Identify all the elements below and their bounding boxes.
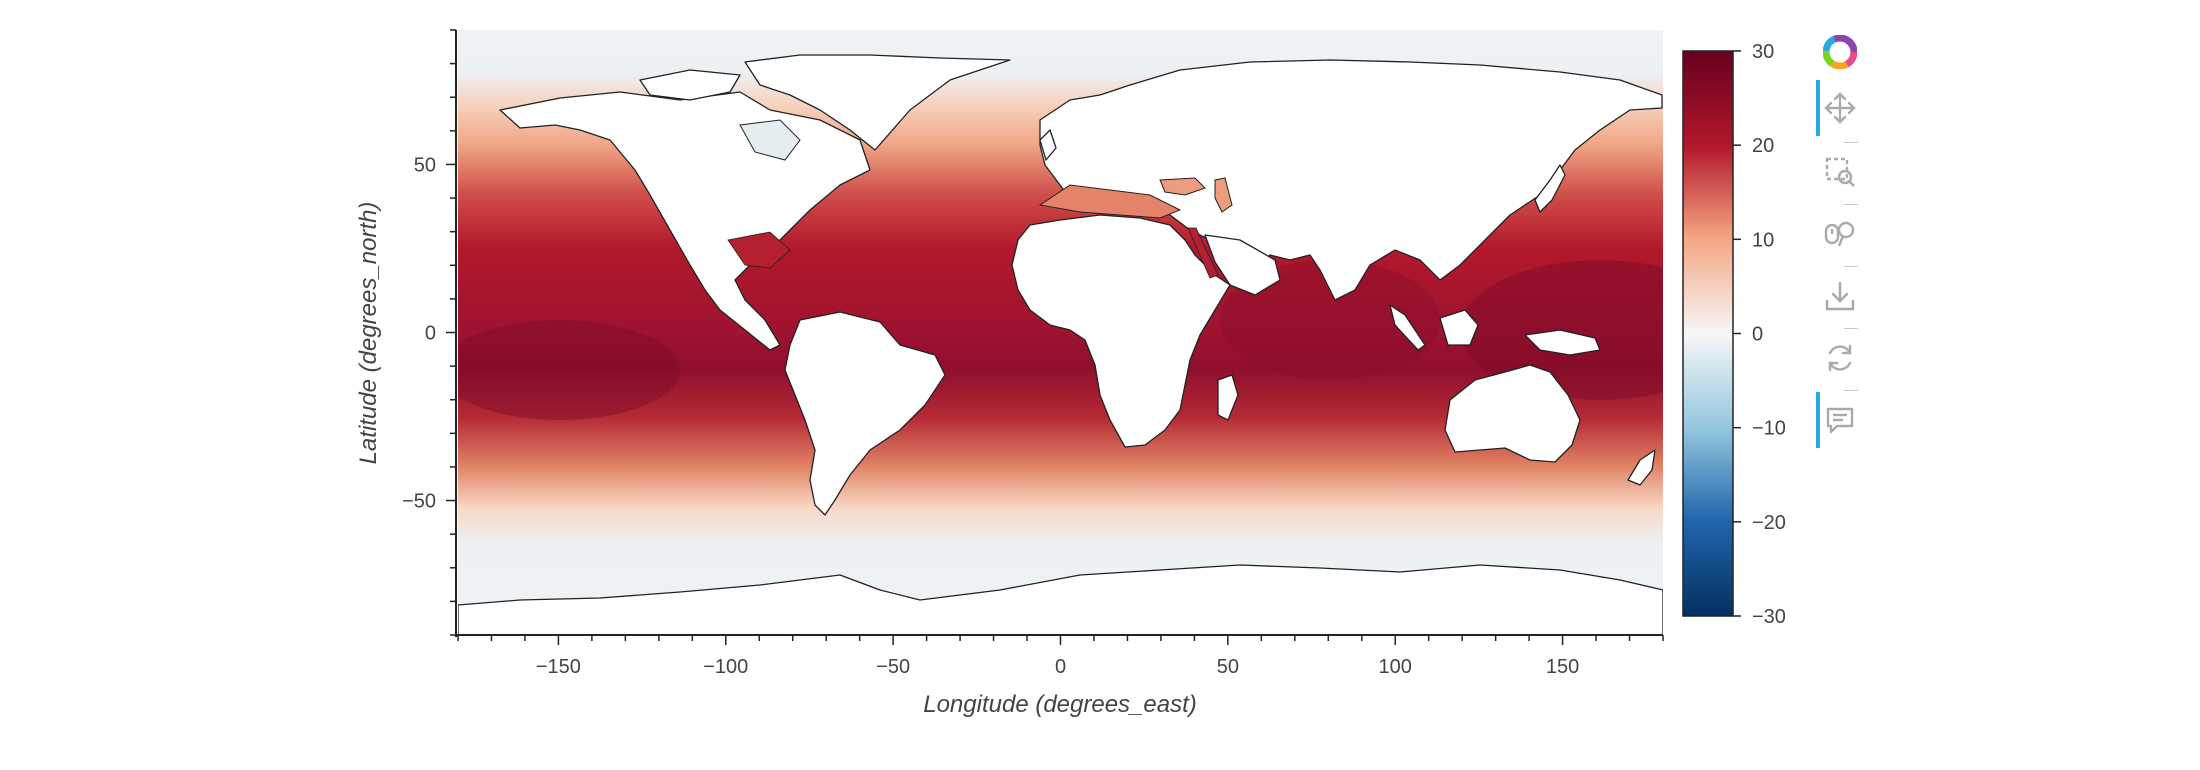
- hover-icon[interactable]: [1810, 392, 1870, 448]
- colorbar-tick-label: 30: [1752, 41, 1774, 63]
- bokeh-logo-icon[interactable]: [1810, 24, 1870, 80]
- australia: [1444, 364, 1581, 463]
- greenland: [744, 54, 1011, 151]
- africa: [1011, 214, 1231, 448]
- colorbar-tick-label: 10: [1752, 229, 1774, 251]
- x-tick-label: 100: [1379, 656, 1412, 678]
- x-tick-label: −100: [703, 656, 748, 678]
- borneo: [1439, 309, 1479, 346]
- x-tick-label: 150: [1546, 656, 1579, 678]
- arabia: [1204, 234, 1281, 296]
- hudson-bay: [739, 119, 801, 161]
- x-axis-label: Longitude (degrees_east): [923, 691, 1197, 718]
- colorbar-tick-label: −20: [1752, 512, 1786, 534]
- japan: [1534, 164, 1566, 213]
- pan-icon[interactable]: [1810, 80, 1870, 136]
- x-tick-label: −50: [876, 656, 910, 678]
- y-tick-label: 0: [425, 323, 436, 345]
- colorbar-ticks: 30 20 10 0 −10 −20 −30: [1733, 41, 1786, 628]
- antarctica: [458, 564, 1663, 635]
- y-tick-label: 50: [414, 154, 436, 176]
- x-tick-label: 50: [1217, 656, 1239, 678]
- y-axis-label: Latitude (degrees_north): [355, 202, 382, 465]
- new-guinea: [1524, 329, 1601, 356]
- south-america: [784, 311, 946, 516]
- caspian-sea: [1214, 177, 1233, 213]
- warm-pool-indian: [1220, 260, 1440, 380]
- land-masses: [458, 54, 1663, 635]
- x-tick-label: −150: [536, 656, 581, 678]
- colorbar-tick-label: 20: [1752, 135, 1774, 157]
- red-sea: [1187, 227, 1219, 279]
- warm-pool-east-pacific: [458, 320, 680, 420]
- mediterranean-sea: [1038, 184, 1182, 219]
- x-tick-label: 0: [1055, 656, 1066, 678]
- madagascar: [1217, 374, 1239, 421]
- toolbar: [1810, 24, 1870, 464]
- sumatra: [1389, 304, 1426, 351]
- save-icon[interactable]: [1810, 268, 1870, 324]
- reset-icon[interactable]: [1810, 330, 1870, 386]
- colorbar: [1682, 50, 1734, 617]
- black-sea: [1159, 177, 1206, 196]
- britain: [1039, 129, 1057, 161]
- colorbar-tick-label: −10: [1752, 418, 1786, 440]
- y-axis-ticks: −50 0 50: [402, 29, 456, 636]
- arctic-islands: [639, 69, 741, 101]
- new-zealand: [1627, 449, 1656, 486]
- y-tick-label: −50: [402, 491, 436, 513]
- box-zoom-icon[interactable]: [1810, 144, 1870, 200]
- colorbar-tick-label: −30: [1752, 606, 1786, 628]
- x-axis-ticks: −150 −100 −50 0 50 100 150: [457, 635, 1664, 678]
- wheel-zoom-icon[interactable]: [1810, 206, 1870, 262]
- gulf-of-mexico: [727, 231, 791, 269]
- colorbar-tick-label: 0: [1752, 324, 1763, 346]
